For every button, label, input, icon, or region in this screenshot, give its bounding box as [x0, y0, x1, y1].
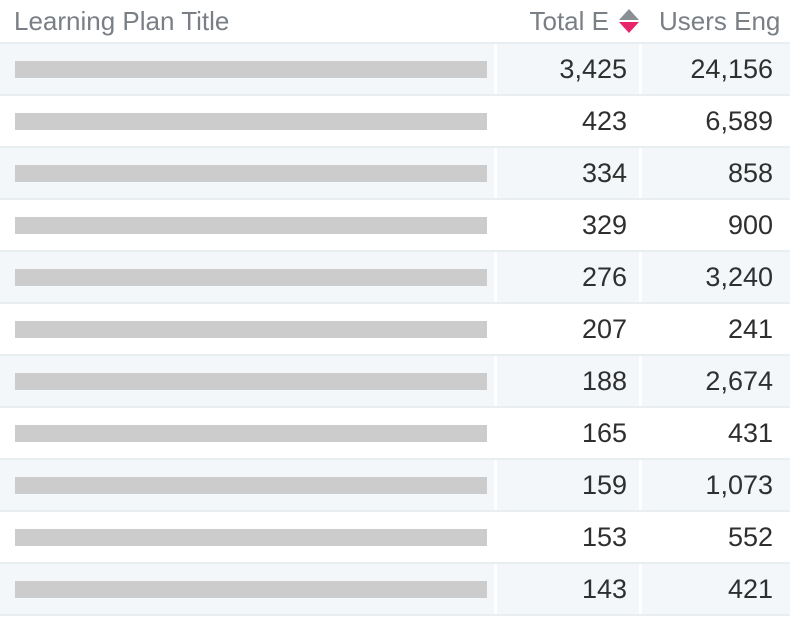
learning-plan-title-cell: [0, 44, 497, 94]
total-enrollments-cell: 153: [497, 512, 642, 562]
redacted-title-bar: [15, 112, 487, 130]
total-enrollments-cell: 334: [497, 148, 642, 198]
table-header: Learning Plan Title Total E Users Eng: [0, 0, 790, 44]
table-row[interactable]: 329 900: [0, 200, 790, 252]
table-row[interactable]: 143 421: [0, 564, 790, 616]
redacted-title-bar: [15, 216, 487, 234]
sort-ascending-icon: [619, 9, 639, 20]
learning-plan-title-cell: [0, 252, 497, 302]
redacted-title-bar: [15, 164, 487, 182]
users-engaged-cell: 900: [727, 209, 773, 240]
learning-plan-title-cell: [0, 408, 497, 458]
total-enrollments-cell: 165: [497, 408, 642, 458]
users-engaged-cell: 3,240: [705, 261, 773, 292]
redacted-title-bar: [15, 476, 487, 494]
table-row[interactable]: 3,425 24,156: [0, 44, 790, 96]
redacted-title-bar: [15, 580, 487, 598]
total-enrollments-cell: 207: [497, 304, 642, 354]
table-row[interactable]: 334 858: [0, 148, 790, 200]
learning-plan-title-cell: [0, 96, 497, 146]
learning-plan-title-cell: [0, 304, 497, 354]
table-row[interactable]: 153 552: [0, 512, 790, 564]
learning-plan-title-cell: [0, 512, 497, 562]
total-enrollments-cell: 423: [497, 96, 642, 146]
table-body: 3,425 24,156 423 6,589 334 858 329 900 276 3,240 2…: [0, 44, 790, 616]
redacted-title-bar: [15, 60, 487, 78]
users-engaged-cell: 6,589: [705, 105, 773, 136]
total-enrollments-cell: 159: [497, 460, 642, 510]
sort-icon[interactable]: [617, 8, 639, 34]
learning-plan-title-cell: [0, 564, 497, 614]
users-engaged-cell: 1,073: [705, 469, 773, 500]
total-enrollments-cell: 188: [497, 356, 642, 406]
redacted-title-bar: [15, 424, 487, 442]
users-engaged-cell: 2,674: [705, 365, 773, 396]
column-header-total-enrollments[interactable]: Total E: [497, 6, 645, 37]
table-row[interactable]: 188 2,674: [0, 356, 790, 408]
learning-plan-title-cell: [0, 148, 497, 198]
users-engaged-cell: 431: [727, 417, 773, 448]
redacted-title-bar: [15, 372, 487, 390]
table-row[interactable]: 207 241: [0, 304, 790, 356]
learning-plan-title-cell: [0, 200, 497, 250]
column-header-total-label: Total E: [529, 5, 610, 36]
sort-descending-icon: [619, 22, 639, 33]
redacted-title-bar: [15, 528, 487, 546]
table-row[interactable]: 165 431: [0, 408, 790, 460]
redacted-title-bar: [15, 320, 487, 338]
users-engaged-cell: 552: [727, 521, 773, 552]
table-row[interactable]: 159 1,073: [0, 460, 790, 512]
learning-plan-title-cell: [0, 356, 497, 406]
users-engaged-cell: 241: [727, 313, 773, 344]
total-enrollments-cell: 276: [497, 252, 642, 302]
total-enrollments-cell: 329: [497, 200, 642, 250]
table-row[interactable]: 276 3,240: [0, 252, 790, 304]
users-engaged-cell: 24,156: [690, 53, 773, 84]
users-engaged-cell: 858: [727, 157, 773, 188]
users-engaged-cell: 421: [727, 573, 773, 604]
column-header-learning-plan-title[interactable]: Learning Plan Title: [14, 5, 230, 36]
total-enrollments-cell: 143: [497, 564, 642, 614]
learning-plan-title-cell: [0, 460, 497, 510]
column-header-users-engaged[interactable]: Users Eng: [659, 5, 781, 36]
total-enrollments-cell: 3,425: [497, 44, 642, 94]
table-row[interactable]: 423 6,589: [0, 96, 790, 148]
redacted-title-bar: [15, 268, 487, 286]
